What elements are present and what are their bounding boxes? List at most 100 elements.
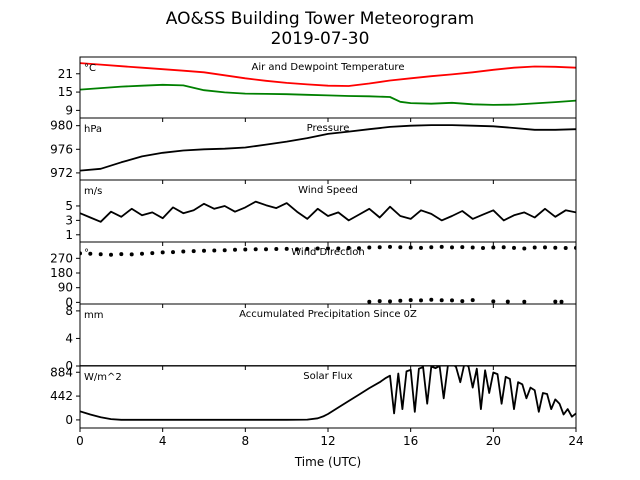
x-tick-label: 20 [486,434,501,448]
panel-title: Wind Speed [298,185,358,196]
data-point [398,245,403,250]
data-point [233,247,237,252]
y-tick-label: 15 [58,85,73,99]
panel-title: Pressure [307,123,350,134]
x-tick-label: 24 [568,434,583,448]
panel-air-and-dewpoint-temperature: 9 15 21 °C Air and Dewpoint Temperature [58,56,577,122]
figure-title-line2: 2019-07-30 [271,29,370,49]
data-point [491,245,496,250]
data-point [150,251,155,256]
y-tick-label: 3 [65,213,73,227]
y-tick-label: 9 [65,103,73,117]
data-point [253,247,258,252]
panel-title: Wind Direction [291,247,365,258]
data-point [98,252,103,257]
x-axis: 0 4 8 12 16 20 24 [76,434,583,448]
data-point [264,247,268,252]
y-tick-label: 972 [50,166,73,180]
y-tick-label: 8 [65,304,73,318]
panel-unit: hPa [84,124,102,135]
data-point [553,299,558,304]
x-tick-label: 16 [403,434,418,448]
data-point [357,246,361,251]
data-point [439,244,444,249]
y-tick-label: 4 [65,331,73,345]
y-tick-label: 270 [50,251,73,265]
series-line-1 [80,366,576,421]
y-tick-label: 0 [65,413,73,427]
data-point [326,246,330,251]
panel-title: Accumulated Precipitation Since 0Z [239,309,417,320]
data-point [377,245,382,250]
plot-area [80,366,576,421]
data-point [109,252,113,257]
panel-wind-speed: 135 m/s Wind Speed [65,179,577,246]
data-point [563,246,568,250]
series-line-1 [80,62,576,87]
plot-area [80,200,576,223]
panel-solar-flux: 0 442 884 W/m^2 Solar Flux [50,365,577,432]
y-tick-label: 976 [50,142,73,156]
y-tick-label: 1 [65,228,73,242]
x-tick-label: 0 [76,434,84,448]
data-point [419,298,423,303]
panel-title: Air and Dewpoint Temperature [252,62,405,73]
data-point [388,299,392,304]
data-point [160,250,165,255]
data-point [274,247,279,251]
data-point [505,299,510,304]
panel-unit: m/s [84,186,102,197]
data-point [171,250,175,255]
panel-unit: °C [84,63,96,74]
data-point [346,245,351,250]
series-line-1 [80,200,576,223]
y-tick-label: 884 [50,365,73,379]
data-point [460,299,465,304]
data-point [336,246,341,251]
panel-title: Solar Flux [303,371,353,382]
data-point [429,245,434,250]
data-point [140,251,144,256]
data-point [470,298,475,303]
data-point [129,252,134,257]
plot-area [80,124,576,172]
panel-unit: W/m^2 [84,372,122,383]
data-point [408,298,413,303]
data-point [367,245,372,250]
data-point [119,252,124,257]
data-point [491,299,496,304]
x-tick-label: 4 [159,434,167,448]
data-point [553,245,558,250]
data-point [512,245,516,250]
data-point [388,244,392,249]
data-point [398,298,403,303]
data-point [315,246,320,251]
plot-area [80,62,576,106]
data-point [191,249,196,254]
y-tick-label: 0 [65,295,73,309]
panel-unit: mm [84,310,103,321]
data-point [460,245,465,250]
panel-unit: ° [84,248,89,259]
data-point [543,245,547,250]
data-point [470,245,475,250]
data-point [532,245,537,250]
data-point [202,248,206,253]
data-point [408,245,413,250]
data-point [429,297,434,302]
data-point [367,299,372,304]
data-point [181,249,186,254]
data-point [481,246,485,250]
x-tick-label: 12 [320,434,335,448]
y-tick-label: 180 [50,266,73,280]
y-tick-label: 0 [65,359,73,373]
series-line-2 [80,83,576,106]
figure-title-line1: AO&SS Building Tower Meteorogram [166,9,474,29]
x-tick-label: 8 [242,434,250,448]
panel-pressure: 972 976 980 hPa Pressure [50,117,577,184]
data-point [439,298,444,303]
data-point [88,251,93,256]
